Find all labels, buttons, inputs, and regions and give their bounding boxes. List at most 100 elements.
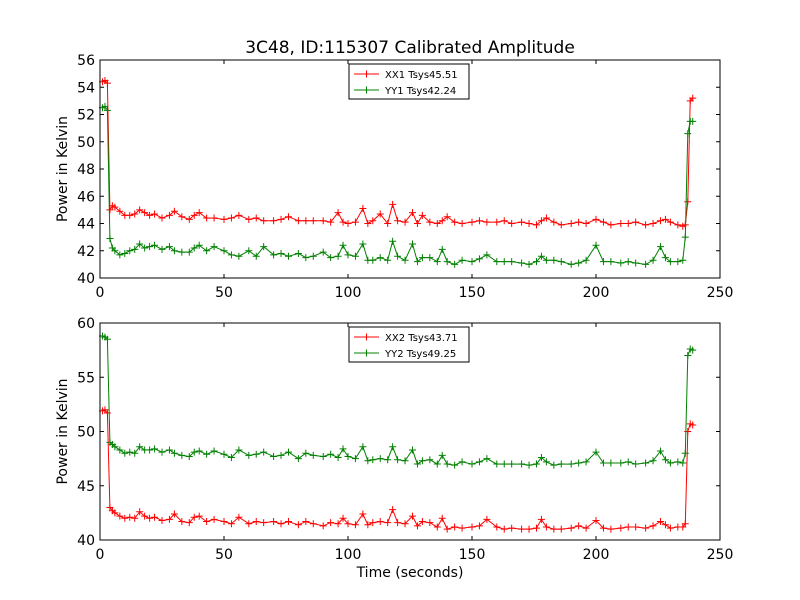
x-tick-label: 200 [583, 285, 610, 301]
series-1-1 [98, 76, 697, 230]
data-point [339, 514, 347, 522]
data-point [550, 256, 558, 264]
data-point [131, 449, 139, 457]
data-point [136, 206, 144, 214]
data-point [334, 252, 342, 260]
data-point [235, 252, 243, 260]
data-point [116, 512, 124, 520]
data-point [195, 512, 203, 520]
data-point [493, 258, 501, 266]
data-point [401, 218, 409, 226]
data-point [458, 524, 466, 532]
legend: XX2 Tsys43.71 YY2 Tsys49.25 [348, 326, 470, 363]
data-point [592, 215, 600, 223]
data-point [369, 456, 377, 464]
data-point [344, 520, 352, 528]
data-point [483, 455, 491, 463]
data-point [642, 221, 650, 229]
data-point [681, 233, 689, 241]
data-point [532, 460, 540, 468]
data-point [679, 459, 687, 467]
data-point [227, 214, 235, 222]
data-point [532, 221, 540, 229]
legend-box [348, 326, 470, 363]
data-point [617, 524, 625, 532]
data-point [344, 220, 352, 227]
data-point [401, 256, 409, 264]
data-point [151, 241, 159, 249]
data-point [500, 258, 508, 266]
data-point [532, 524, 540, 532]
data-point [617, 459, 625, 467]
data-point [468, 258, 476, 266]
data-point [656, 217, 664, 225]
data-point [689, 421, 697, 429]
data-point [277, 520, 285, 528]
data-point [468, 218, 476, 226]
data-point [689, 346, 697, 354]
data-point [158, 214, 166, 222]
data-point [178, 451, 186, 459]
data-point [126, 513, 134, 521]
data-point [294, 217, 302, 225]
legend-marker [363, 86, 370, 94]
data-point [624, 220, 632, 227]
data-point [111, 443, 119, 451]
data-point [190, 448, 198, 456]
data-point [384, 220, 392, 227]
data-point [252, 252, 260, 260]
data-point [389, 237, 397, 245]
data-point [364, 220, 372, 227]
y-tick-label: 54 [77, 80, 95, 96]
data-point [438, 217, 446, 225]
y-tick-label: 42 [77, 244, 95, 260]
data-point [661, 254, 669, 262]
data-point [557, 258, 565, 266]
x-tick-label: 50 [215, 547, 233, 563]
data-point [689, 117, 697, 125]
data-point [567, 460, 575, 468]
data-point [170, 449, 178, 457]
data-point [227, 520, 235, 528]
data-point [359, 443, 367, 451]
data-point [413, 220, 421, 227]
data-point [260, 448, 268, 456]
data-point [401, 520, 409, 528]
data-point [475, 255, 483, 263]
data-point [235, 446, 243, 454]
data-point [351, 252, 359, 260]
data-point [443, 525, 451, 533]
data-point [220, 215, 228, 223]
data-point [106, 234, 114, 242]
data-point [599, 459, 607, 467]
chart-panel-2: 0 50 100 150 200 250 40 45 50 55 60 Power in Kelvin… [55, 316, 733, 581]
data-point [632, 460, 640, 468]
data-point [438, 514, 446, 522]
data-point [227, 454, 235, 462]
data-point [327, 254, 335, 262]
y-tick-label: 46 [77, 189, 95, 205]
data-point [277, 215, 285, 223]
data-point [111, 509, 119, 517]
data-point [369, 519, 377, 527]
data-point [294, 249, 302, 257]
data-point [141, 512, 149, 520]
data-point [592, 241, 600, 249]
data-point [245, 247, 253, 255]
y-tick-label: 40 [77, 271, 95, 287]
data-point [483, 515, 491, 523]
data-point [146, 446, 154, 454]
data-point [351, 218, 359, 226]
data-point [500, 217, 508, 225]
data-point [302, 449, 310, 457]
data-point [649, 256, 657, 264]
data-point [136, 508, 144, 516]
data-point [376, 254, 384, 262]
data-point [394, 519, 402, 527]
x-tick-label: 0 [96, 285, 105, 301]
data-point [656, 518, 664, 526]
data-point [666, 218, 674, 226]
data-point [203, 214, 211, 222]
data-point [508, 460, 516, 468]
data-point [537, 252, 545, 260]
